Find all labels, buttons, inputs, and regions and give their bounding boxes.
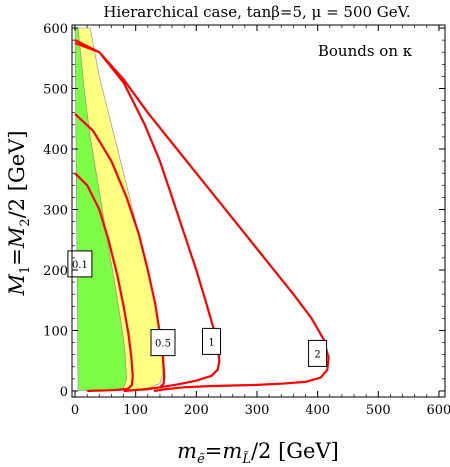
label-box-text: 0.1 xyxy=(72,260,88,271)
x-tick-label: 0 xyxy=(71,403,79,418)
y-tick-label: 500 xyxy=(43,83,68,98)
x-tick-label: 300 xyxy=(245,403,270,418)
contour-0-1 xyxy=(74,172,134,393)
label-box-2 xyxy=(308,339,328,367)
x-tick-label: 100 xyxy=(123,403,148,418)
label-box-text: 0.5 xyxy=(155,339,171,350)
contour-2 xyxy=(74,42,330,393)
x-tick-label: 600 xyxy=(427,403,450,418)
label-boxes: 0.1 0.5 1 2 xyxy=(67,250,328,367)
label-box-1 xyxy=(202,327,221,355)
y-axis-label: M1=M2/2 [GeV] xyxy=(5,130,33,296)
x-tick-label: 200 xyxy=(184,403,209,418)
label-box-0-5 xyxy=(150,329,176,357)
y-tick-label: 200 xyxy=(43,264,68,279)
y-tick-label: 100 xyxy=(43,324,68,339)
label-box-text: 2 xyxy=(314,349,320,360)
x-tick-label: 500 xyxy=(366,403,391,418)
annotation-bounds: Bounds on κ xyxy=(318,42,413,60)
y-tick-label: 300 xyxy=(43,203,68,218)
ticks: 00 100 100 200 200 300 300 400 400 500 500 600 600 xyxy=(43,22,450,418)
y-tick-label: 400 xyxy=(43,143,68,158)
regions xyxy=(74,27,164,391)
x-tick-label: 400 xyxy=(305,403,330,418)
label-box-text: 1 xyxy=(208,337,214,348)
chart-title: Hierarchical case, tanβ=5, μ = 500 GeV. xyxy=(103,3,410,21)
y-tick-label: 0 xyxy=(60,385,68,400)
plot-frame xyxy=(71,24,446,398)
y-tick-label: 600 xyxy=(43,22,68,37)
x-axis-label: mẽ=mL̃/2 [GeV] xyxy=(177,439,339,467)
contour-1 xyxy=(74,39,221,391)
